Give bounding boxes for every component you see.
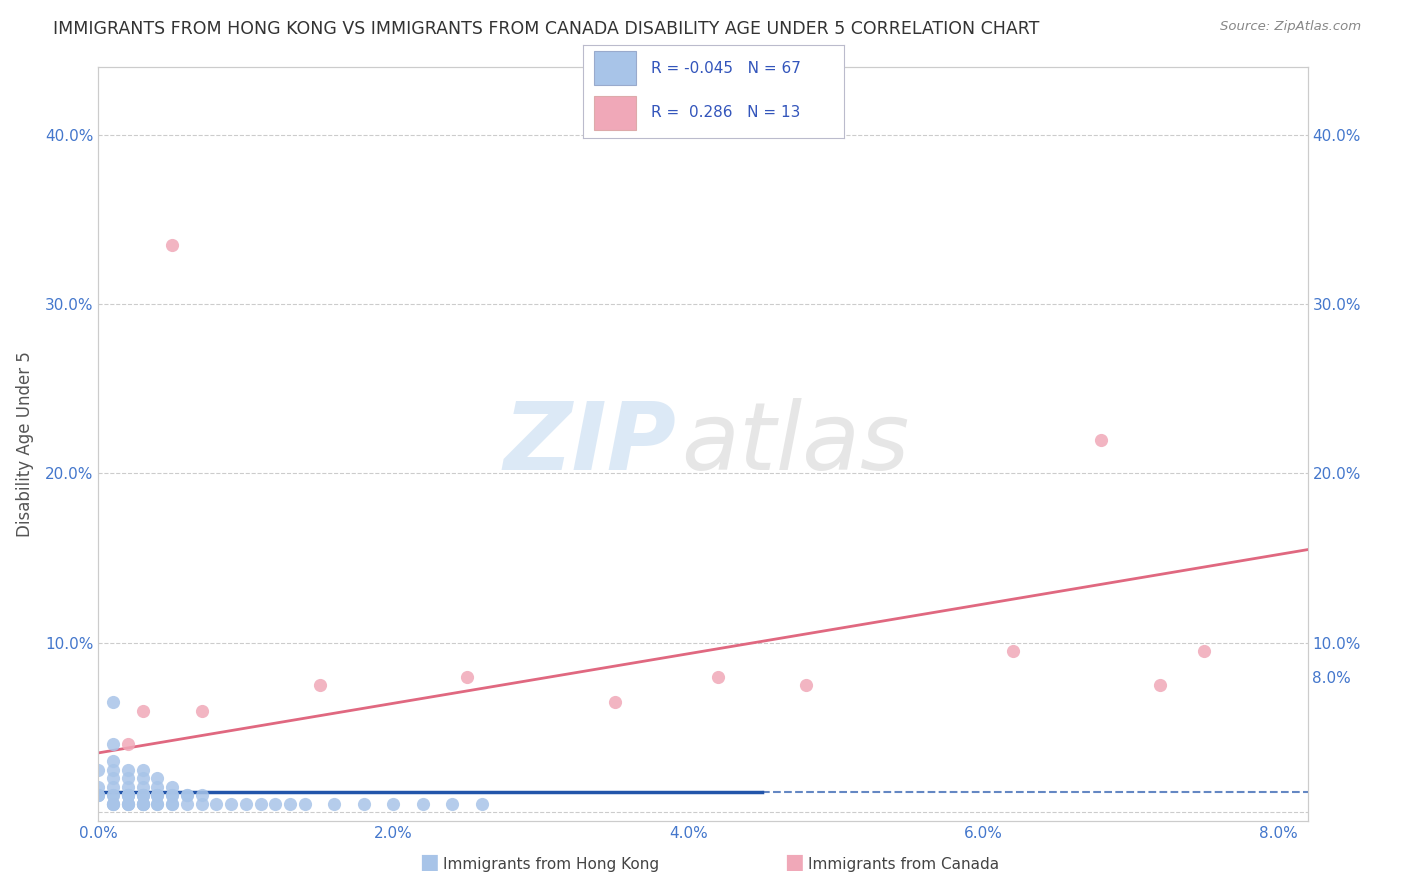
Point [131,780,153,794]
Point [160,237,183,252]
Point [101,755,124,769]
Point [146,797,169,811]
Point [131,789,153,803]
Point [160,789,183,803]
Point [146,789,169,803]
Point [87,780,110,794]
Point [235,797,257,811]
Text: Source: ZipAtlas.com: Source: ZipAtlas.com [1220,20,1361,33]
Point [87,789,110,803]
Point [1149,678,1171,692]
Point [294,797,316,811]
Point [146,772,169,786]
Point [706,670,728,684]
Point [131,704,153,718]
Point [87,789,110,803]
Point [117,789,139,803]
Point [794,678,817,692]
Point [160,797,183,811]
Point [190,704,212,718]
Point [471,797,494,811]
Point [117,789,139,803]
Point [117,789,139,803]
Text: ZIP: ZIP [503,398,676,490]
Point [117,797,139,811]
Point [101,797,124,811]
FancyBboxPatch shape [593,51,636,85]
Point [117,797,139,811]
Point [101,772,124,786]
Text: ■: ■ [785,853,804,872]
Point [456,670,478,684]
Text: IMMIGRANTS FROM HONG KONG VS IMMIGRANTS FROM CANADA DISABILITY AGE UNDER 5 CORRE: IMMIGRANTS FROM HONG KONG VS IMMIGRANTS … [53,20,1040,37]
Point [160,780,183,794]
FancyBboxPatch shape [593,96,636,130]
Point [176,797,198,811]
Text: Immigrants from Canada: Immigrants from Canada [808,857,1000,872]
Point [131,797,153,811]
Point [101,763,124,777]
Text: atlas: atlas [682,398,910,490]
Text: ■: ■ [419,853,439,872]
Point [146,789,169,803]
Text: Immigrants from Hong Kong: Immigrants from Hong Kong [443,857,659,872]
Point [101,797,124,811]
Point [131,797,153,811]
Point [131,789,153,803]
Y-axis label: Disability Age Under 5: Disability Age Under 5 [15,351,34,537]
Point [160,789,183,803]
Point [117,738,139,752]
Point [87,789,110,803]
Point [87,763,110,777]
Point [176,789,198,803]
Point [101,789,124,803]
Point [308,678,330,692]
Point [190,789,212,803]
Point [117,772,139,786]
Point [412,797,434,811]
Point [264,797,287,811]
Point [146,797,169,811]
Point [190,797,212,811]
Point [160,797,183,811]
Point [441,797,464,811]
Point [101,797,124,811]
Point [131,763,153,777]
Point [131,772,153,786]
Point [249,797,271,811]
Point [146,789,169,803]
Point [323,797,346,811]
Point [117,789,139,803]
Point [131,797,153,811]
Point [117,780,139,794]
Point [1194,644,1216,658]
Point [278,797,301,811]
Point [205,797,228,811]
Point [219,797,242,811]
Point [1090,433,1112,447]
Point [131,789,153,803]
Point [131,797,153,811]
Point [117,763,139,777]
Point [146,780,169,794]
Point [101,738,124,752]
Point [117,797,139,811]
Point [353,797,375,811]
Point [101,695,124,709]
Point [176,789,198,803]
Point [131,789,153,803]
Text: R = -0.045   N = 67: R = -0.045 N = 67 [651,61,801,76]
Point [101,789,124,803]
Point [1001,644,1024,658]
Point [382,797,405,811]
Point [101,780,124,794]
Text: R =  0.286   N = 13: R = 0.286 N = 13 [651,105,800,120]
Point [603,695,626,709]
